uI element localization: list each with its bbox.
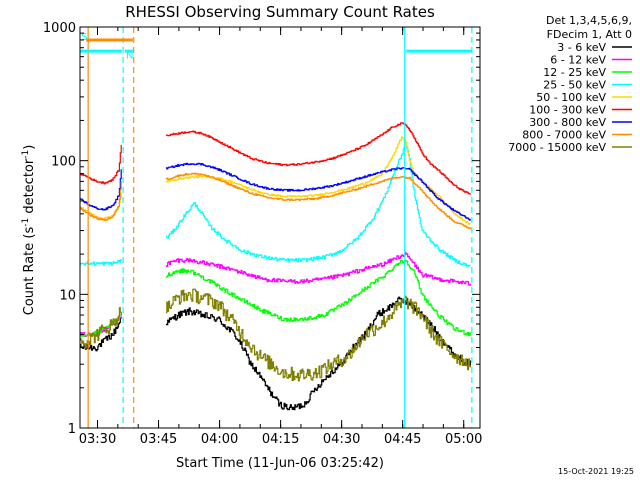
series-line-25-50keV: [80, 142, 471, 268]
series-line-800-7000keV: [80, 172, 471, 230]
flag-layer: SN: [80, 27, 473, 428]
flag-label-2: N: [126, 51, 133, 62]
legend-label: 50 - 100 keV: [536, 91, 606, 104]
legend: Det 1,3,4,5,6,9, FDecim 1, Att 0 3 - 6 k…: [508, 14, 632, 154]
chart-title: RHESSI Observing Summary Count Rates: [125, 3, 435, 21]
render-timestamp: 15-Oct-2021 19:25: [558, 467, 634, 476]
y-axis-label-sup1: -1: [21, 218, 31, 227]
y-axis-label-sup2: -1: [21, 150, 31, 159]
y-tick-label: 1: [68, 422, 76, 437]
legend-label: 3 - 6 keV: [557, 41, 606, 54]
plot-frame: [79, 26, 481, 429]
legend-label: 6 - 12 keV: [550, 54, 606, 67]
axis-tick-layer: 03:30 03:45 04:00 04:15 04:30 04:45 05:00 1 10 10…: [43, 21, 483, 447]
data-series-layer: [80, 122, 471, 411]
y-axis-label-part1: Count Rate (s: [22, 227, 37, 316]
legend-label: 25 - 50 keV: [543, 79, 606, 92]
y-axis-label-part2: detector: [22, 158, 37, 218]
legend-label: 7000 - 15000 keV: [508, 141, 606, 154]
x-tick-label: 04:00: [201, 432, 238, 447]
x-tick-label: 04:30: [323, 432, 360, 447]
series-line-100-300keV: [80, 122, 471, 195]
x-tick-label: 05:00: [445, 432, 482, 447]
legend-header-line2: FDecim 1, Att 0: [547, 28, 632, 41]
legend-header-line1: Det 1,3,4,5,6,9,: [546, 14, 632, 27]
series-line-3-6keV: [80, 296, 471, 411]
flag-label-1: S: [81, 32, 87, 43]
x-tick-label: 04:45: [384, 432, 421, 447]
x-tick-label: 03:45: [140, 432, 177, 447]
legend-label: 100 - 300 keV: [529, 104, 606, 117]
y-axis-label-part3: ): [22, 145, 37, 150]
x-tick-label: 04:15: [262, 432, 299, 447]
legend-label: 800 - 7000 keV: [522, 129, 606, 142]
y-axis-label: Count Rate (s-1 detector-1): [21, 145, 37, 316]
x-axis-label: Start Time (11-Jun-06 03:25:42): [176, 456, 384, 471]
x-tick-label: 03:30: [79, 432, 116, 447]
legend-label: 12 - 25 keV: [543, 66, 606, 79]
y-tick-label: 1000: [43, 21, 76, 36]
legend-label: 300 - 800 keV: [529, 116, 606, 129]
y-tick-label: 100: [51, 155, 76, 170]
series-line-300-800keV: [80, 162, 471, 221]
series-line-7000-15000keV: [80, 288, 471, 382]
y-tick-label: 10: [59, 288, 76, 303]
